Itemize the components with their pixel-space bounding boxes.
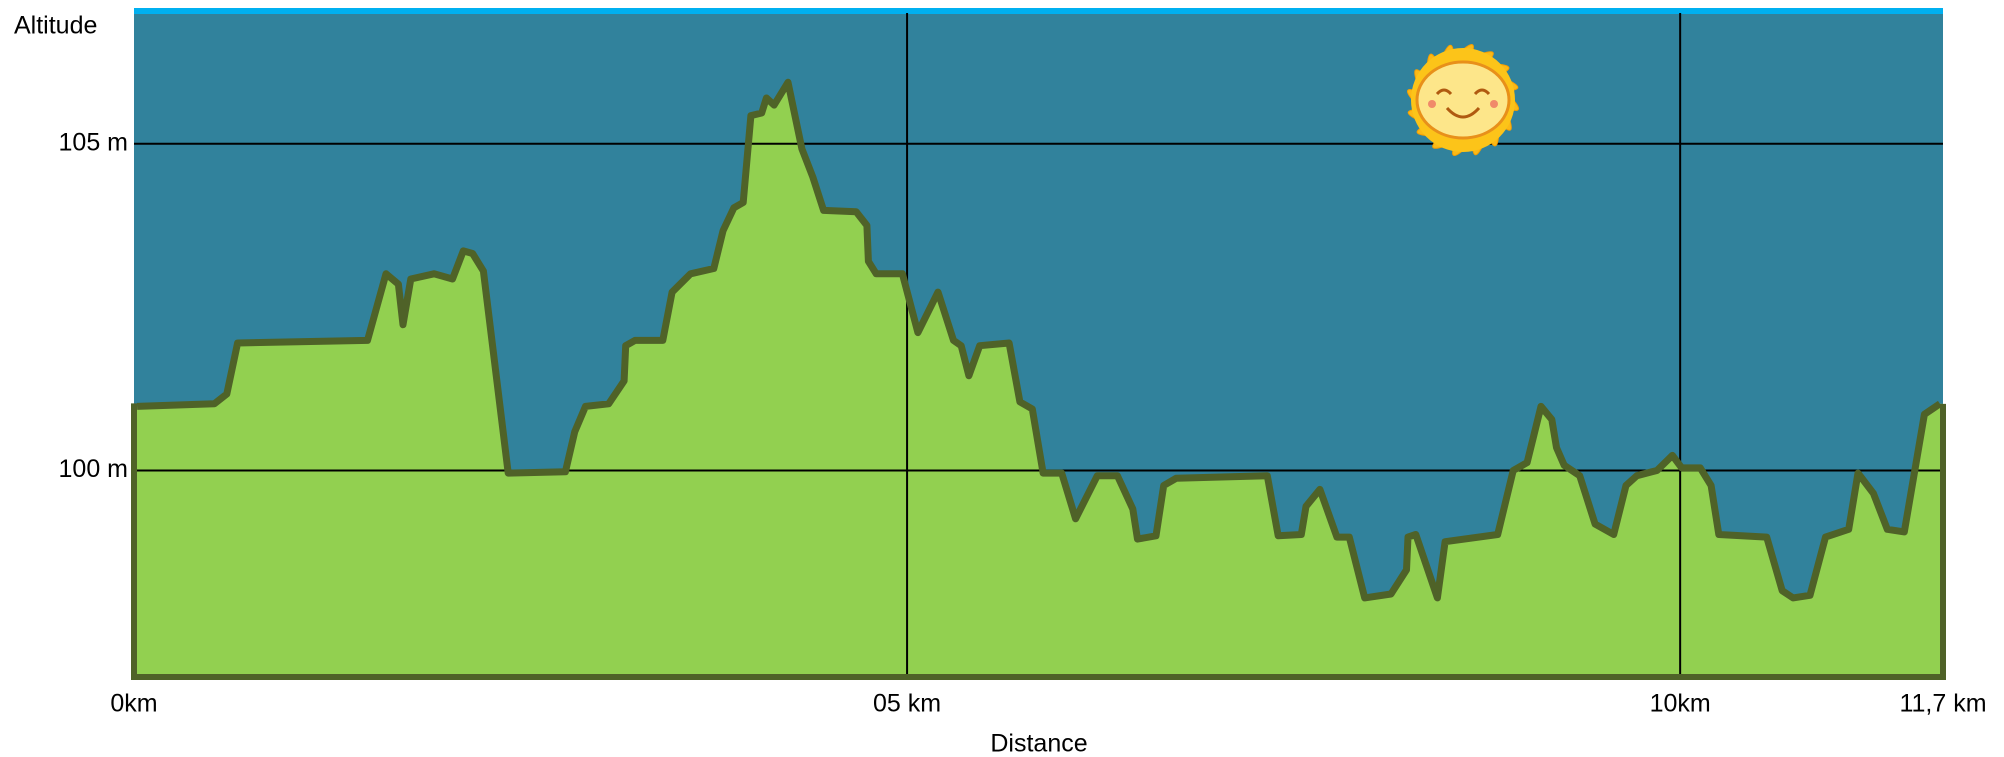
- sun-cheek: [1428, 100, 1436, 108]
- sun-mouth: [1445, 106, 1481, 119]
- x-tick-label: 0km: [110, 690, 157, 718]
- x-tick-label: 11,7 km: [1899, 690, 1986, 718]
- x-tick-label: 10km: [1650, 690, 1711, 718]
- x-axis-label: Distance: [990, 730, 1087, 757]
- sun-rays: [1406, 43, 1520, 157]
- area-border: [131, 403, 1946, 680]
- sun-cheek: [1490, 100, 1498, 108]
- y-tick-label: 105 m: [59, 128, 128, 156]
- sun-eyes: [1435, 88, 1491, 96]
- y-axis-label: Altitude: [14, 12, 97, 40]
- x-tick-label: 05 km: [873, 690, 941, 718]
- sun-icon: [1406, 43, 1520, 157]
- sun-face: [1415, 60, 1511, 140]
- area-line: [136, 78, 1942, 602]
- y-tick-label: 100 m: [59, 455, 128, 483]
- area: [134, 82, 1943, 678]
